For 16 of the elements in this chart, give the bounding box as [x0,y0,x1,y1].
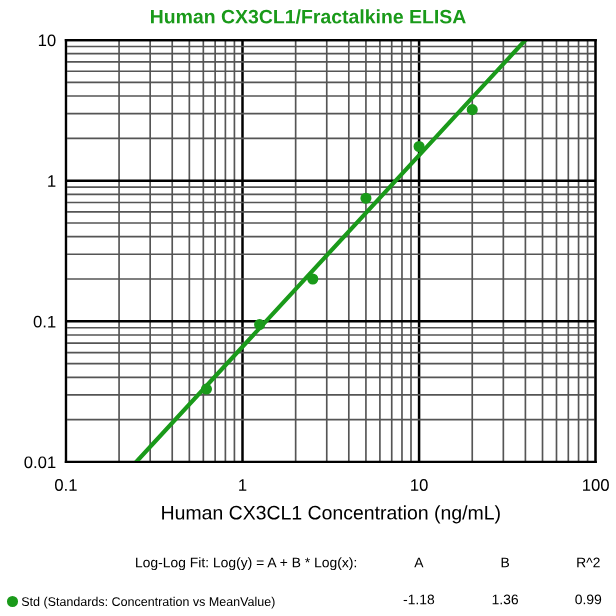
point [360,192,372,204]
x-tick-label: 0.1 [54,479,77,491]
y-tick-label: 0.01 [24,456,56,469]
point [466,104,478,116]
y-tick-label: 10 [38,34,56,47]
point [200,383,213,395]
point [254,318,266,331]
y-tick-label: 1 [48,175,56,187]
chart-title: Human CX3CL1/Fractalkine ELISA [151,9,466,24]
x-tick-label: 1 [239,479,247,491]
y-tick-label: 0.1 [33,315,56,328]
point [413,140,425,153]
point [307,273,319,285]
x-tick-label: 100 [583,479,609,491]
x-tick-label: 10 [411,479,428,491]
x-axis-title: Human CX3CL1 Concentration (ng/mL) [162,505,500,524]
